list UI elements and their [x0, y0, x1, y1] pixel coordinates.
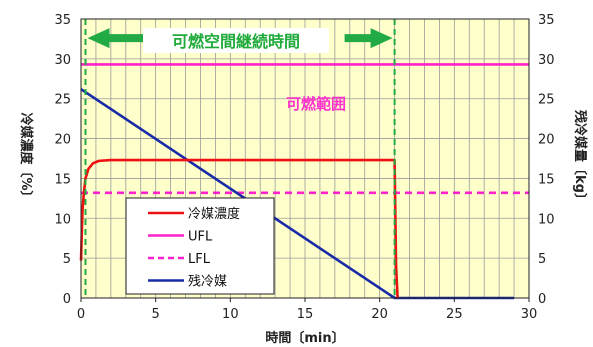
x-tick-label: 20 [371, 307, 388, 322]
y-tick-label-left: 15 [54, 172, 71, 187]
y-tick-label-left: 5 [63, 252, 71, 267]
x-tick-label: 0 [77, 307, 85, 322]
x-tick-label: 15 [297, 307, 314, 322]
flammable-range-label: 可燃範囲 [286, 95, 346, 113]
legend-label-0: 冷媒濃度 [188, 206, 240, 222]
x-tick-label: 10 [222, 307, 239, 322]
flammable-duration-label: 可燃空間継続時間 [172, 32, 300, 51]
x-tick-label: 25 [446, 307, 463, 322]
y-tick-label-right: 35 [538, 13, 555, 28]
duration-arrow-left [87, 28, 144, 49]
x-tick-label: 30 [521, 307, 538, 322]
y-tick-label-left: 35 [54, 13, 71, 28]
y-axis-left-title: 冷媒濃度〔%〕 [18, 112, 34, 203]
x-axis-title: 時間〔min〕 [265, 330, 344, 346]
y-tick-label-left: 0 [63, 292, 71, 307]
y-tick-label-left: 10 [54, 212, 71, 227]
y-tick-label-left: 30 [54, 53, 71, 68]
y-tick-label-right: 20 [538, 133, 555, 148]
y-axis-right-title: 残冷媒量〔kg〕 [572, 110, 588, 206]
y-tick-label-left: 25 [54, 93, 71, 108]
duration-arrow-right [344, 28, 393, 49]
legend-label-3: 残冷媒 [188, 275, 227, 290]
y-tick-label-right: 25 [538, 93, 555, 108]
y-tick-label-right: 30 [538, 53, 555, 68]
legend-label-1: UFL [188, 230, 213, 245]
y-tick-label-right: 15 [538, 172, 555, 187]
y-tick-label-right: 10 [538, 212, 555, 227]
y-tick-label-right: 5 [538, 252, 546, 267]
flammable-duration-label-bg [143, 28, 329, 53]
y-tick-label-left: 20 [54, 133, 71, 148]
y-tick-label-right: 0 [538, 292, 546, 307]
legend-label-2: LFL [188, 252, 211, 267]
x-tick-label: 5 [152, 307, 160, 322]
